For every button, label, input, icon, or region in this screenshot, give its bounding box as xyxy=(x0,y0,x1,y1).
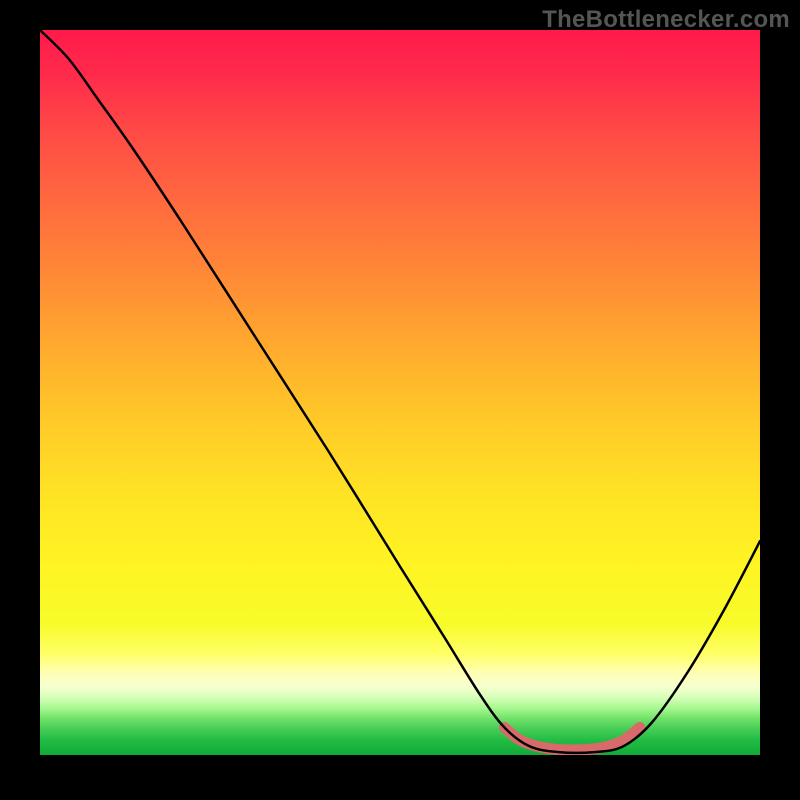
bottleneck-main-curve xyxy=(40,30,760,753)
plot-area xyxy=(40,30,760,755)
chart-stage: TheBottlenecker.com xyxy=(0,0,800,800)
curve-layer xyxy=(40,30,760,755)
bottleneck-highlight-segment xyxy=(504,727,639,749)
